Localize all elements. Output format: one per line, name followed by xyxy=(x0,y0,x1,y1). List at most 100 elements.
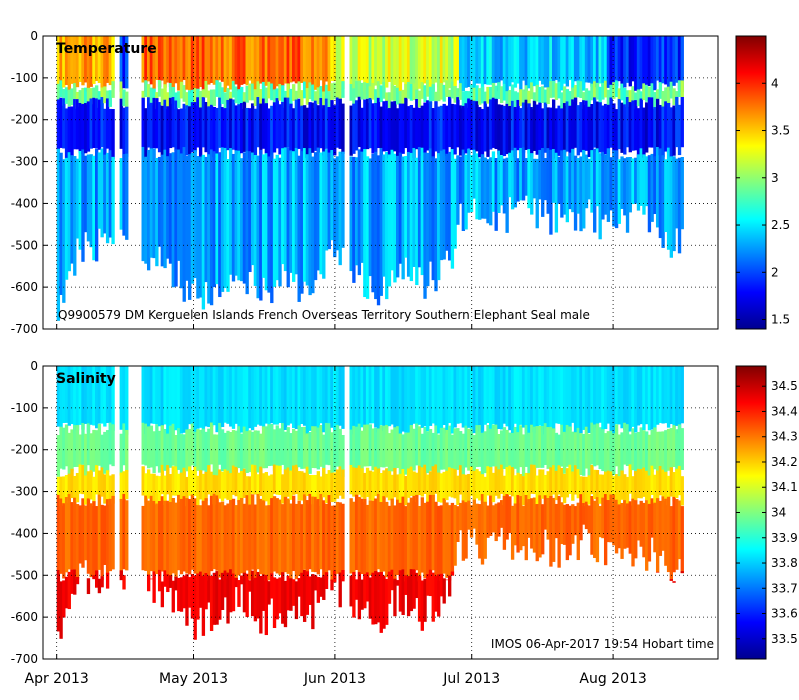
temperature-profile xyxy=(341,36,345,248)
salinity-profile-cell xyxy=(461,366,466,428)
salinity-profile xyxy=(467,366,471,530)
salinity-profile-cell xyxy=(582,433,586,476)
temperature-profile-cell xyxy=(557,36,561,93)
salinity-profile-cell xyxy=(259,575,263,634)
temperature-profile-cell xyxy=(193,150,197,279)
temperature-profile-cell xyxy=(122,36,126,89)
temperature-profile-cell xyxy=(439,150,444,261)
temperature-profile xyxy=(661,36,665,248)
temperature-profile-cell xyxy=(149,36,154,85)
temperature-profile-cell xyxy=(141,36,145,83)
salinity-profile-cell xyxy=(365,572,370,602)
temperature-profile-cell xyxy=(497,36,501,92)
temperature-profile-cell xyxy=(404,83,408,101)
salinity-profile-cell xyxy=(84,505,88,561)
temperature-profile-cell xyxy=(423,102,427,153)
temperature-profile-cell xyxy=(396,87,400,105)
salinity-profile-cell xyxy=(70,366,74,425)
temperature-profile-cell xyxy=(464,103,468,154)
temperature-annotation: Q9900579 DM Kerguelen Islands French Ove… xyxy=(58,308,590,322)
temperature-profile-cell xyxy=(442,84,446,102)
temperature-profile xyxy=(606,36,611,222)
temperature-profile-cell xyxy=(609,36,613,87)
salinity-profile-cell xyxy=(631,476,635,506)
salinity-profile-cell xyxy=(207,575,211,603)
temperature-profile-cell xyxy=(623,36,627,88)
temperature-profile-cell xyxy=(390,101,394,152)
temperature-profile-cell xyxy=(338,36,342,91)
salinity-profile-cell xyxy=(166,366,170,435)
salinity-profile-cell xyxy=(149,366,154,424)
temperature-profile-cell xyxy=(371,36,375,86)
temperature-profile xyxy=(620,36,624,209)
salinity-profile-cell xyxy=(157,569,162,592)
salinity-profile xyxy=(376,366,381,623)
salinity-profile-cell xyxy=(86,366,91,433)
salinity-profile-cell xyxy=(650,366,654,430)
salinity-plot-area xyxy=(43,366,718,659)
salinity-profile-cell xyxy=(278,465,282,496)
salinity-profile-cell xyxy=(196,475,200,506)
salinity-profile xyxy=(565,366,570,561)
temperature-profile-cell xyxy=(625,157,630,233)
temperature-profile-cell xyxy=(103,86,107,104)
salinity-profile-cell xyxy=(283,469,288,499)
temperature-profile-cell xyxy=(445,36,449,93)
salinity-profile-cell xyxy=(305,500,310,576)
salinity-profile-cell xyxy=(357,366,362,426)
temperature-profile-cell xyxy=(190,36,195,93)
salinity-profile-cell xyxy=(352,501,356,578)
salinity-profile-cell xyxy=(166,574,170,593)
salinity-profile-cell xyxy=(220,366,225,428)
salinity-profile xyxy=(478,366,482,559)
temperature-profile-cell xyxy=(582,36,586,91)
salinity-profile xyxy=(653,366,657,553)
salinity-profile xyxy=(639,366,643,547)
salinity-profile xyxy=(160,366,165,608)
temperature-profile-cell xyxy=(475,36,479,84)
salinity-profile-cell xyxy=(551,497,556,562)
temperature-profile xyxy=(234,36,238,276)
temperature-profile-cell xyxy=(248,151,252,273)
salinity-profile-cell xyxy=(365,504,370,581)
temperature-profile-cell xyxy=(78,150,82,250)
temperature-profile-cell xyxy=(502,36,507,85)
temperature-profile-cell xyxy=(168,97,173,149)
temperature-profile-cell xyxy=(300,105,304,156)
temperature-profile-cell xyxy=(562,36,567,84)
salinity-profile xyxy=(647,366,652,562)
salinity-profile-cell xyxy=(316,577,320,603)
temperature-profile-cell xyxy=(352,36,356,92)
salinity-profile-cell xyxy=(631,428,635,471)
temperature-profile-cell xyxy=(489,86,493,104)
temperature-profile-cell xyxy=(237,36,241,91)
temperature-profile-cell xyxy=(480,154,485,219)
temperature-profile-cell xyxy=(623,104,627,155)
temperature-profile-cell xyxy=(573,97,578,148)
temperature-profile-cell xyxy=(379,36,383,85)
salinity-profile-cell xyxy=(423,578,427,622)
salinity-profile-cell xyxy=(404,575,408,595)
temperature-profile-cell xyxy=(579,36,583,87)
temperature-profile-cell xyxy=(472,100,476,152)
temperature-profile-cell xyxy=(215,153,219,285)
temperature-profile-cell xyxy=(272,36,277,91)
salinity-profile-cell xyxy=(253,465,258,495)
salinity-profile-cell xyxy=(478,366,482,432)
temperature-profile xyxy=(612,36,616,227)
salinity-profile xyxy=(677,366,682,560)
salinity-profile-cell xyxy=(105,470,110,500)
salinity-profile-cell xyxy=(171,580,175,613)
temperature-profile-cell xyxy=(584,36,589,83)
temperature-profile xyxy=(311,36,315,294)
salinity-profile-cell xyxy=(188,577,192,608)
salinity-profile-cell xyxy=(453,366,457,428)
temperature-profile-cell xyxy=(614,80,619,98)
temperature-profile-cell xyxy=(554,83,559,100)
temperature-profile xyxy=(89,36,93,248)
salinity-profile-cell xyxy=(256,493,260,570)
temperature-profile-cell xyxy=(519,147,523,201)
temperature-profile xyxy=(480,36,485,219)
temperature-profile-cell xyxy=(505,103,509,155)
salinity-profile-cell xyxy=(680,571,684,574)
